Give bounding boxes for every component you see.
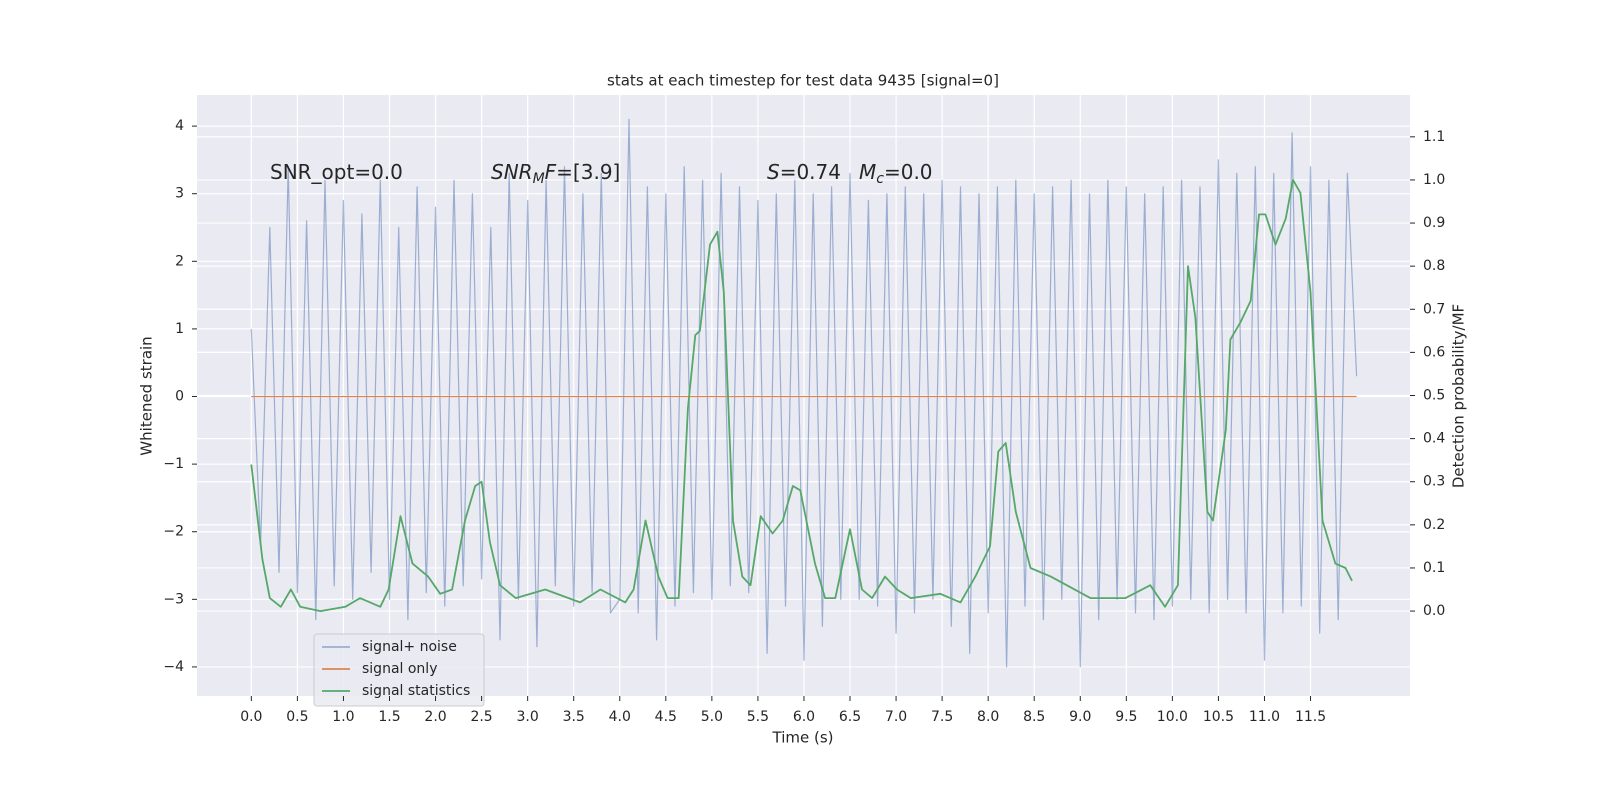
annotation-part: SNR — [491, 160, 533, 184]
y2-tick-label: 0.1 — [1423, 560, 1445, 576]
x-tick-label: 7.0 — [885, 709, 907, 725]
annotation-part: S — [767, 160, 780, 184]
legend-label: signal only — [362, 661, 437, 677]
y2-tick-label: 1.0 — [1423, 172, 1445, 188]
x-tick-label: 11.0 — [1249, 709, 1280, 725]
x-tick-label: 2.5 — [470, 709, 492, 725]
x-tick-label: 8.5 — [1023, 709, 1045, 725]
annotation-part: F — [545, 160, 557, 184]
y2-tick-label: 0.9 — [1423, 215, 1445, 231]
x-tick-label: 6.0 — [793, 709, 815, 725]
x-tick-label: 3.0 — [517, 709, 539, 725]
x-tick-label: 5.0 — [701, 709, 723, 725]
x-tick-label: 7.5 — [931, 709, 953, 725]
y-tick-label: 3 — [175, 186, 184, 202]
y-tick-label: 4 — [175, 118, 184, 134]
y-tick-label: 2 — [175, 253, 184, 269]
legend-label: signal+ noise — [362, 639, 457, 655]
x-tick-label: 0.5 — [286, 709, 308, 725]
y-tick-label: −1 — [163, 456, 184, 472]
marks — [250, 118, 1358, 668]
x-tick-label: 5.5 — [747, 709, 769, 725]
y-tick-label: −4 — [163, 659, 184, 675]
x-axis-label: Time (s) — [772, 729, 834, 747]
y-tick-label: 1 — [175, 321, 184, 337]
x-tick-label: 4.5 — [655, 709, 677, 725]
annotation: Mc=0.0 — [859, 160, 933, 188]
x-tick-label: 4.0 — [609, 709, 631, 725]
x-tick-label: 3.5 — [563, 709, 585, 725]
y-tick-label: −2 — [163, 524, 184, 540]
x-tick-label: 10.0 — [1157, 709, 1188, 725]
annotation-part: =[3.9] — [556, 160, 620, 184]
x-tick-label: 11.5 — [1295, 709, 1326, 725]
legend-label: signal statistics — [362, 683, 470, 699]
annotations: SNR_opt=0.0 SNRMF=[3.9] S=0.74 Mc=0.0 — [270, 160, 933, 188]
x-tick-label: 1.0 — [332, 709, 354, 725]
annotation-part: SNR_opt=0.0 — [270, 160, 403, 184]
annotation: SNR_opt=0.0 — [270, 160, 403, 184]
y-tick-label: 0 — [175, 389, 184, 405]
y2-axis-label: Detection probability/MF — [1450, 304, 1468, 488]
x-tick-label: 0.0 — [240, 709, 262, 725]
series-line — [250, 118, 1358, 668]
x-tick-label: 10.5 — [1203, 709, 1234, 725]
x-tick-label: 9.0 — [1069, 709, 1091, 725]
y2-tick-label: 0.0 — [1423, 603, 1445, 619]
x-tick-label: 1.5 — [378, 709, 400, 725]
x-tick-label: 2.0 — [424, 709, 446, 725]
chart-title: stats at each timestep for test data 943… — [607, 72, 999, 90]
y2-tick-label: 1.1 — [1423, 129, 1445, 145]
legend: signal+ noise signal only signal statistic… — [313, 633, 485, 707]
annotation-part: c — [876, 171, 884, 187]
y-tick-label: −3 — [163, 591, 184, 607]
y-axis-label: Whitened strain — [138, 336, 156, 455]
y2-tick-label: 0.3 — [1423, 474, 1445, 490]
annotation-part: M — [859, 160, 876, 184]
annotation-part: =0.74 — [780, 160, 841, 184]
x-tick-label: 6.5 — [839, 709, 861, 725]
y2-tick-label: 0.6 — [1423, 344, 1445, 360]
y2-tick-label: 0.4 — [1423, 431, 1445, 447]
x-tick-label: 8.0 — [977, 709, 999, 725]
legend-box — [313, 633, 485, 707]
annotation-part: M — [533, 171, 545, 187]
annotation: SNRMF=[3.9] — [491, 160, 620, 188]
y2-tick-label: 0.7 — [1423, 301, 1445, 317]
series-line — [250, 179, 1353, 612]
annotation: S=0.74 — [767, 160, 841, 184]
y2-tick-label: 0.8 — [1423, 258, 1445, 274]
y2-tick-label: 0.2 — [1423, 517, 1445, 533]
y2-tick-label: 0.5 — [1423, 388, 1445, 404]
annotation-part: =0.0 — [884, 160, 933, 184]
x-tick-label: 9.5 — [1115, 709, 1137, 725]
